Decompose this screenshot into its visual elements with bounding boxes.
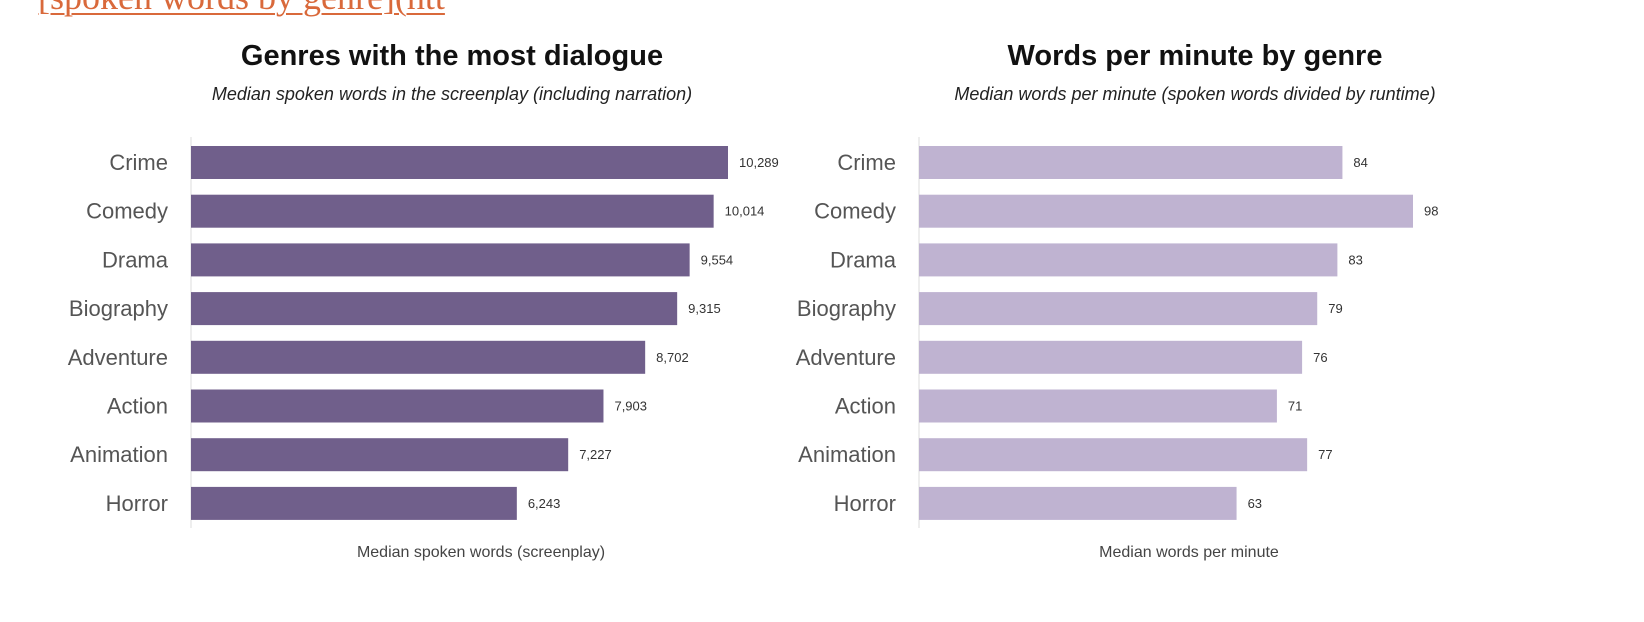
- bar-comedy: [191, 194, 714, 228]
- source-link[interactable]: [spoken words by genre](htt: [38, 0, 445, 18]
- bar-action: [919, 389, 1277, 423]
- value-label: 7,227: [579, 447, 612, 462]
- category-label: Crime: [837, 150, 896, 175]
- bar-comedy: [919, 194, 1413, 228]
- bar-crime: [191, 146, 728, 179]
- bar-horror: [919, 486, 1237, 520]
- value-label: 10,289: [739, 155, 779, 170]
- value-label: 77: [1318, 447, 1332, 462]
- value-label: 7,903: [614, 399, 647, 414]
- category-label: Adventure: [68, 345, 168, 370]
- bar-drama: [919, 243, 1338, 277]
- bar-chart: Crime 10,289 Comedy 10,014 Drama 9,554 Biograp…: [68, 137, 779, 528]
- chart-panel-wpm: Words per minute by genre Median words p…: [770, 40, 1644, 600]
- bar-animation: [191, 438, 569, 472]
- bar-biography: [919, 292, 1318, 326]
- category-label: Comedy: [814, 199, 896, 224]
- bar-adventure: [191, 340, 646, 374]
- chart-subtitle: Median words per minute (spoken words di…: [954, 84, 1436, 104]
- bar-animation: [919, 438, 1308, 472]
- value-label: 71: [1288, 399, 1302, 414]
- category-label: Animation: [70, 442, 168, 467]
- value-label: 79: [1328, 301, 1342, 316]
- chart-title: Words per minute by genre: [1007, 40, 1383, 72]
- chart-title: Genres with the most dialogue: [240, 40, 664, 72]
- bar-crime: [919, 146, 1343, 179]
- value-label: 6,243: [528, 496, 561, 511]
- bar-action: [191, 389, 604, 423]
- category-label: Drama: [830, 247, 897, 272]
- bar-drama: [191, 243, 690, 277]
- value-label: 8,702: [656, 350, 689, 365]
- category-label: Crime: [109, 150, 168, 175]
- chart-subtitle: Median spoken words in the screenplay (i…: [211, 84, 693, 104]
- category-label: Biography: [69, 296, 168, 321]
- category-label: Action: [835, 394, 896, 419]
- value-label: 76: [1313, 350, 1327, 365]
- value-label: 9,315: [688, 301, 721, 316]
- category-label: Horror: [834, 491, 896, 516]
- value-label: 98: [1424, 204, 1438, 219]
- x-axis-title: Median spoken words (screenplay): [356, 544, 606, 561]
- value-label: 10,014: [725, 204, 765, 219]
- category-label: Comedy: [86, 199, 168, 224]
- bar-chart: Crime 84 Comedy 98 Drama 83 Biography 79 Adventu…: [796, 137, 1438, 528]
- category-label: Horror: [106, 491, 168, 516]
- bar-horror: [191, 486, 517, 520]
- value-label: 84: [1353, 155, 1367, 170]
- chart-panel-dialogue: Genres with the most dialogue Median spo…: [0, 40, 880, 600]
- value-label: 83: [1348, 252, 1362, 267]
- category-label: Animation: [798, 442, 896, 467]
- category-label: Biography: [797, 296, 896, 321]
- x-axis-title: Median words per minute: [1099, 544, 1279, 561]
- category-label: Action: [107, 394, 168, 419]
- value-label: 9,554: [701, 252, 734, 267]
- bar-biography: [191, 292, 678, 326]
- category-label: Adventure: [796, 345, 896, 370]
- bar-adventure: [919, 340, 1303, 374]
- value-label: 63: [1248, 496, 1262, 511]
- category-label: Drama: [102, 247, 169, 272]
